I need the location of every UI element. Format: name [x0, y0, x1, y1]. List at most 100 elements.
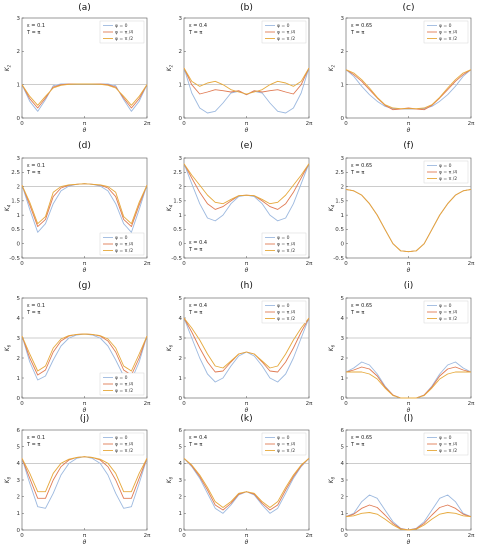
y-tick-label: 5	[179, 444, 183, 450]
x-tick-label: π	[245, 401, 249, 407]
period-annotation: T = π	[26, 310, 40, 316]
epsilon-annotation: ε = 0.65	[351, 303, 372, 309]
y-axis-label: K8	[328, 476, 336, 483]
y-tick-label: 1	[179, 511, 183, 517]
epsilon-annotation: ε = 0.1	[27, 435, 45, 441]
legend-entry: φ = π /4	[115, 382, 133, 388]
y-tick-label: 6	[179, 428, 183, 434]
y-tick-label: 0	[179, 242, 183, 248]
y-tick-label: 2	[17, 49, 21, 55]
x-tick-label: π	[407, 401, 411, 407]
epsilon-annotation: ε = 0.4	[189, 435, 207, 441]
x-tick-label: 2π	[306, 261, 313, 267]
y-tick-label: 0	[17, 242, 21, 248]
x-tick-label: π	[245, 261, 249, 267]
legend: φ = 0φ = π /4φ = π /2	[99, 20, 145, 44]
series-line-3	[21, 333, 148, 372]
legend-entry: φ = π /2	[115, 36, 133, 42]
x-tick-label: 0	[344, 401, 348, 407]
y-axis-label: K4	[166, 204, 174, 211]
x-tick-label: 2π	[144, 533, 151, 539]
legend-entry: φ = 0	[439, 435, 452, 441]
legend-entry: φ = π /4	[439, 30, 457, 36]
y-tick-label: 3	[179, 156, 183, 162]
y-axis-label: K6	[4, 344, 12, 351]
x-tick-label: 0	[344, 121, 348, 127]
series-line-1	[345, 494, 472, 531]
y-tick-label: 0	[341, 242, 345, 248]
panel-label: (i)	[404, 281, 414, 291]
legend-box	[261, 20, 307, 44]
legend-entry: φ = π /4	[115, 30, 133, 36]
series-line-3	[21, 183, 148, 225]
x-tick-label: π	[407, 533, 411, 539]
legend-box	[423, 300, 469, 324]
legend-entry: φ = π /2	[115, 448, 133, 454]
x-axis-label: θ	[407, 407, 411, 414]
y-tick-label: 0.5	[335, 227, 344, 233]
y-tick-label: 6	[17, 428, 21, 434]
y-tick-label: 2	[341, 49, 345, 55]
y-tick-label: 2.5	[11, 170, 20, 176]
x-axis-label: θ	[407, 539, 411, 546]
y-tick-label: 0.5	[11, 227, 20, 233]
legend-entry: φ = π /4	[277, 242, 295, 248]
legend-entry: φ = π /2	[277, 248, 295, 254]
legend-entry: φ = 0	[277, 235, 290, 241]
panel-label: (g)	[78, 281, 91, 291]
legend-box	[99, 372, 145, 396]
y-tick-label: 0.5	[173, 227, 182, 233]
legend: φ = 0φ = π /4φ = π /2	[261, 432, 307, 456]
epsilon-annotation: ε = 0.1	[27, 23, 45, 29]
y-tick-label: 3	[341, 478, 345, 484]
epsilon-annotation: ε = 0.1	[27, 163, 45, 169]
series-line-1	[183, 67, 310, 114]
y-tick-label: 3	[179, 336, 183, 342]
period-annotation: T = π	[26, 170, 40, 176]
x-tick-label: 2π	[144, 261, 151, 267]
panel-label: (e)	[240, 141, 253, 151]
y-tick-label: 5	[179, 296, 183, 302]
x-tick-label: 0	[20, 261, 24, 267]
y-tick-label: 1	[179, 213, 183, 219]
x-tick-label: π	[407, 121, 411, 127]
series-line-2	[345, 366, 472, 399]
y-tick-label: 3	[17, 156, 21, 162]
x-tick-label: 2π	[306, 121, 313, 127]
x-tick-label: 0	[344, 533, 348, 539]
x-axis-label: θ	[407, 267, 411, 274]
legend: φ = 0φ = π /4φ = π /2	[423, 432, 469, 456]
legend: φ = 0φ = π /4φ = π /2	[423, 20, 469, 44]
series-line-3	[183, 67, 310, 95]
series-line-2	[183, 67, 310, 96]
series-line-3	[183, 457, 310, 508]
legend-entry: φ = π /4	[115, 242, 133, 248]
y-axis-label: K4	[4, 204, 12, 211]
period-annotation: T = π	[188, 442, 202, 448]
x-tick-label: 2π	[468, 261, 475, 267]
series-line-2	[21, 83, 148, 109]
x-tick-label: 2π	[468, 121, 475, 127]
y-tick-label: 1.5	[11, 199, 20, 205]
y-tick-label: 6	[341, 428, 345, 434]
y-tick-label: -0.5	[171, 256, 182, 262]
y-tick-label: -0.5	[333, 256, 344, 262]
legend-box	[99, 432, 145, 456]
legend: φ = 0φ = π /4φ = π /2	[423, 160, 469, 184]
x-tick-label: 2π	[144, 121, 151, 127]
y-tick-label: 3	[17, 16, 21, 22]
legend-box	[423, 432, 469, 456]
legend-entry: φ = π /4	[115, 442, 133, 448]
legend-entry: φ = π /4	[439, 310, 457, 316]
legend-box	[261, 300, 307, 324]
y-tick-label: 2	[17, 356, 21, 362]
legend: φ = 0φ = π /4φ = π /2	[261, 300, 307, 324]
epsilon-annotation: ε = 0.1	[27, 303, 45, 309]
legend-entry: φ = π /2	[115, 388, 133, 394]
y-tick-label: 1	[17, 511, 21, 517]
legend-entry: φ = π /4	[277, 310, 295, 316]
y-tick-label: 1.5	[173, 199, 182, 205]
